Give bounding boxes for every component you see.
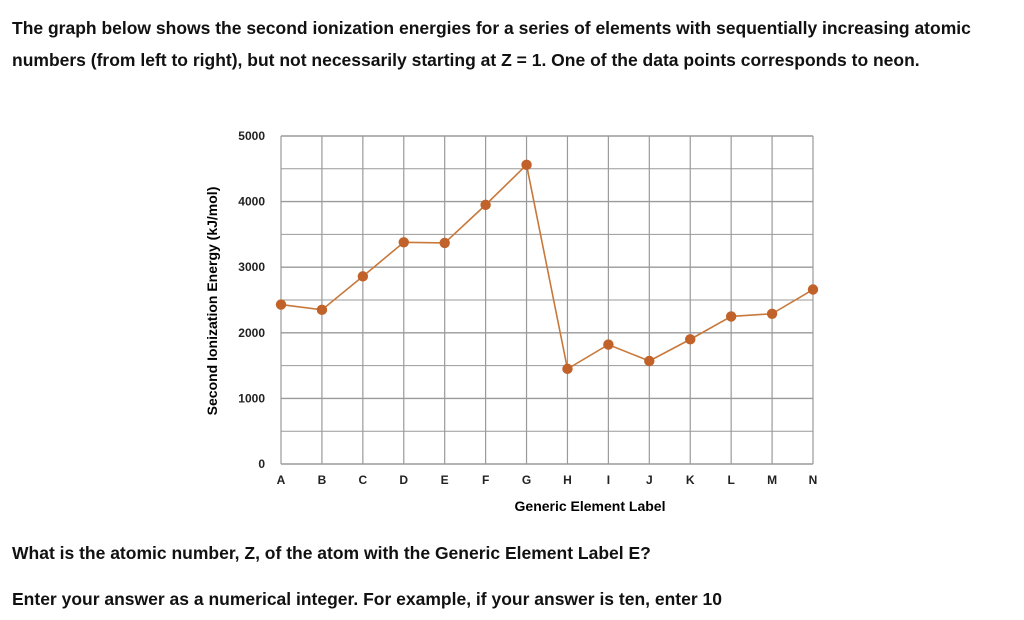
ionization-energy-chart: 0 1000 2000 3000 4000 5000 A B C D E F G H I J K L M N Gen…: [195, 118, 845, 528]
y-axis-ticks: 0 1000 2000 3000 4000 5000: [238, 129, 265, 471]
data-point: [398, 237, 409, 248]
x-tick-label: J: [646, 473, 653, 487]
data-point: [521, 159, 532, 171]
y-tick-label: 2000: [238, 326, 265, 340]
y-axis-label: Second Ionization Energy (kJ/mol): [204, 187, 220, 416]
vertical-grid: [280, 136, 814, 464]
data-point: [439, 237, 450, 249]
y-tick-label: 1000: [238, 391, 265, 405]
x-tick-label: N: [809, 473, 818, 487]
x-tick-label: A: [277, 473, 286, 487]
y-tick-label: 5000: [238, 129, 265, 143]
x-tick-label: D: [399, 473, 408, 487]
y-tick-label: 4000: [238, 195, 265, 209]
x-tick-label: G: [522, 473, 531, 487]
data-point: [725, 311, 737, 322]
horizontal-grid: [281, 135, 813, 465]
x-tick-label: H: [563, 473, 572, 487]
x-tick-label: I: [607, 473, 610, 487]
data-point: [685, 334, 696, 345]
intro-text: The graph below shows the second ionizat…: [12, 18, 971, 70]
data-point: [644, 355, 655, 367]
data-point: [357, 271, 369, 282]
data-point: [807, 284, 819, 295]
data-point: [275, 299, 287, 310]
chart-svg: 0 1000 2000 3000 4000 5000 A B C D E F G H I J K L M N Gen…: [204, 129, 819, 514]
data-point: [766, 308, 778, 319]
data-point: [316, 304, 328, 316]
data-points: [275, 159, 819, 375]
x-tick-label: C: [359, 473, 368, 487]
x-tick-label: L: [727, 473, 734, 487]
data-point: [480, 199, 491, 211]
x-tick-label: F: [482, 473, 489, 487]
series-line: [280, 163, 814, 371]
x-axis-ticks: A B C D E F G H I J K L M N: [277, 473, 818, 487]
instruction-text: Enter your answer as a numerical integer…: [12, 589, 722, 609]
data-point: [603, 339, 614, 350]
x-axis-label: Generic Element Label: [515, 498, 666, 514]
y-tick-label: 3000: [238, 260, 265, 274]
y-tick-label: 0: [258, 457, 265, 471]
data-point: [562, 363, 573, 375]
x-tick-label: B: [318, 473, 327, 487]
x-tick-label: E: [441, 473, 449, 487]
x-tick-label: M: [767, 473, 777, 487]
question-text: What is the atomic number, Z, of the ato…: [12, 543, 651, 563]
x-tick-label: K: [686, 473, 695, 487]
